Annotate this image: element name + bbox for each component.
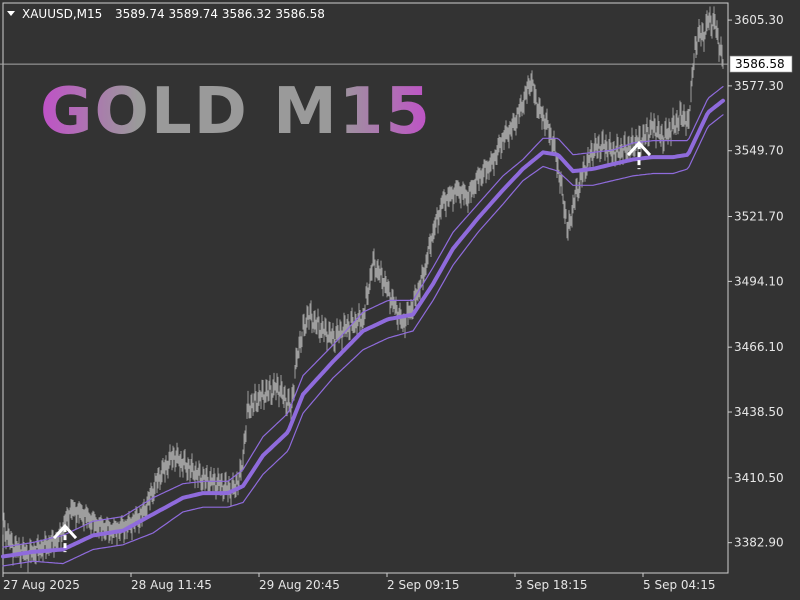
- series-layer: [1, 6, 725, 573]
- symbol-label: XAUUSD,M15: [22, 7, 102, 21]
- x-tick-label: 28 Aug 11:45: [131, 578, 212, 592]
- chart-plot-area: [2, 2, 729, 574]
- y-tick-label: 3410.50: [734, 471, 784, 485]
- time-axis[interactable]: 27 Aug 2025 28 Aug 11:45 29 Aug 20:45 2 Sep…: [2, 573, 715, 592]
- chart-header: XAUUSD,M15 3589.74 3589.74 3586.32 3586.…: [7, 7, 325, 21]
- y-tick-label: 3494.10: [734, 274, 784, 288]
- current-price-label: 3586.58: [729, 55, 793, 73]
- dropdown-arrow-icon[interactable]: [7, 11, 15, 16]
- x-tick-label: 29 Aug 20:45: [259, 578, 340, 592]
- band-lower-line: [2, 114, 724, 567]
- x-tick-label: 27 Aug 2025: [3, 578, 80, 592]
- band-mid-line: [1, 98, 725, 559]
- y-tick-label: 3549.70: [734, 144, 784, 158]
- y-tick-label: 3605.30: [734, 13, 784, 27]
- y-tick-label: 3521.70: [734, 210, 784, 224]
- plot-frame: [2, 2, 729, 574]
- buy-arrow-icon: [52, 523, 78, 553]
- x-tick-label: 2 Sep 09:15: [387, 578, 459, 592]
- x-tick-label: 3 Sep 18:15: [515, 578, 587, 592]
- y-tick-label: 3382.90: [734, 536, 784, 550]
- x-tick-label: 5 Sep 04:15: [643, 578, 715, 592]
- signals-layer: [52, 140, 652, 553]
- buy-arrow-icon: [626, 140, 652, 170]
- band-upper-line: [2, 86, 724, 548]
- brand-watermark: GOLD M15: [40, 75, 432, 149]
- price-axis[interactable]: 3605.30 3577.30 3549.70 3521.70 3494.10 3466.…: [728, 13, 784, 550]
- current-price-text: 3586.58: [735, 57, 785, 71]
- y-tick-label: 3438.50: [734, 405, 784, 419]
- y-tick-label: 3466.10: [734, 340, 784, 354]
- ohlc-values: 3589.74 3589.74 3586.32 3586.58: [115, 7, 325, 21]
- y-tick-label: 3577.30: [734, 79, 784, 93]
